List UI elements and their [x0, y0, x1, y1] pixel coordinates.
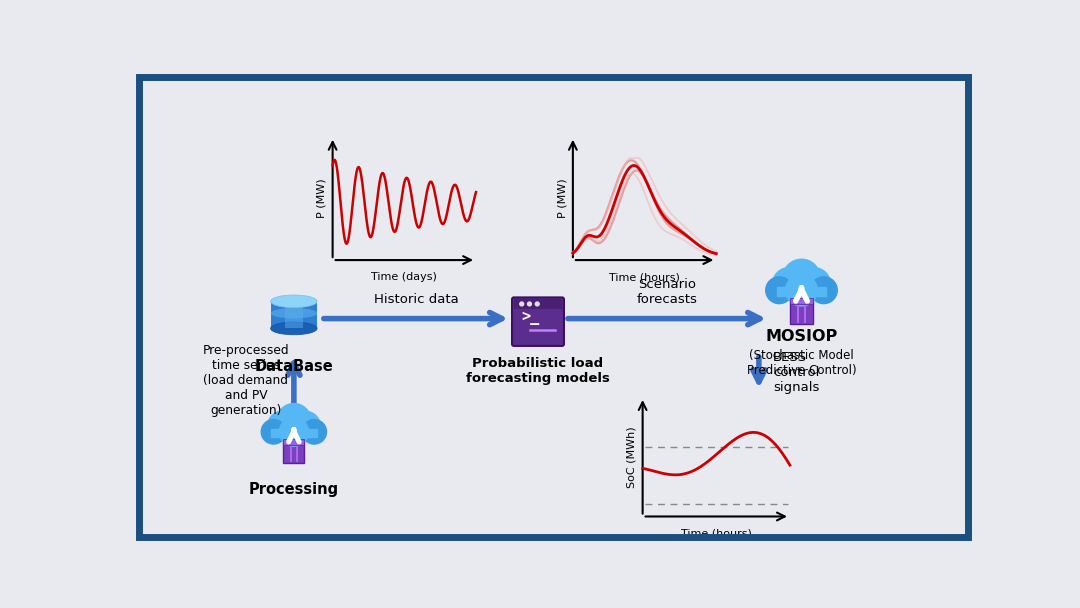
Circle shape	[785, 274, 818, 306]
Circle shape	[766, 277, 793, 303]
Text: Historic data: Historic data	[374, 293, 458, 306]
Text: Time (hours): Time (hours)	[609, 272, 680, 282]
Ellipse shape	[271, 295, 318, 308]
Circle shape	[268, 411, 297, 441]
Text: Time (days): Time (days)	[372, 272, 437, 282]
FancyBboxPatch shape	[514, 299, 562, 309]
Text: (Stochastic Model
Predictive Control): (Stochastic Model Predictive Control)	[746, 350, 856, 378]
Text: MOSIOP: MOSIOP	[766, 330, 838, 344]
FancyBboxPatch shape	[283, 439, 305, 463]
Circle shape	[783, 259, 820, 297]
FancyBboxPatch shape	[283, 439, 305, 445]
Circle shape	[261, 420, 286, 444]
FancyBboxPatch shape	[271, 429, 316, 438]
Ellipse shape	[271, 322, 318, 335]
Circle shape	[527, 302, 531, 306]
Circle shape	[302, 420, 326, 444]
Circle shape	[810, 277, 837, 303]
Text: >_: >_	[521, 309, 539, 325]
FancyBboxPatch shape	[512, 297, 564, 346]
Circle shape	[276, 404, 311, 438]
FancyBboxPatch shape	[271, 302, 318, 328]
Text: DataBase: DataBase	[255, 359, 334, 374]
FancyBboxPatch shape	[777, 287, 826, 297]
Text: P (MW): P (MW)	[316, 179, 327, 218]
Circle shape	[772, 268, 806, 300]
Text: Time (hours): Time (hours)	[680, 529, 752, 539]
Text: SoC (MWh): SoC (MWh)	[626, 426, 637, 488]
Text: Probabilistic load
forecasting models: Probabilistic load forecasting models	[467, 357, 610, 385]
Text: Pre-processed
time series
(load demand
and PV
generation): Pre-processed time series (load demand a…	[203, 344, 289, 416]
Text: BESS
control
signals: BESS control signals	[773, 351, 820, 394]
Circle shape	[797, 268, 831, 300]
Circle shape	[291, 411, 321, 441]
FancyBboxPatch shape	[284, 302, 303, 328]
Text: P (MW): P (MW)	[557, 179, 567, 218]
Circle shape	[536, 302, 539, 306]
FancyBboxPatch shape	[789, 298, 813, 305]
Circle shape	[519, 302, 524, 306]
Text: Scenario
forecasts: Scenario forecasts	[636, 278, 698, 306]
Circle shape	[280, 417, 309, 446]
Ellipse shape	[271, 308, 318, 319]
Text: Processing: Processing	[248, 482, 339, 497]
FancyBboxPatch shape	[789, 298, 813, 324]
